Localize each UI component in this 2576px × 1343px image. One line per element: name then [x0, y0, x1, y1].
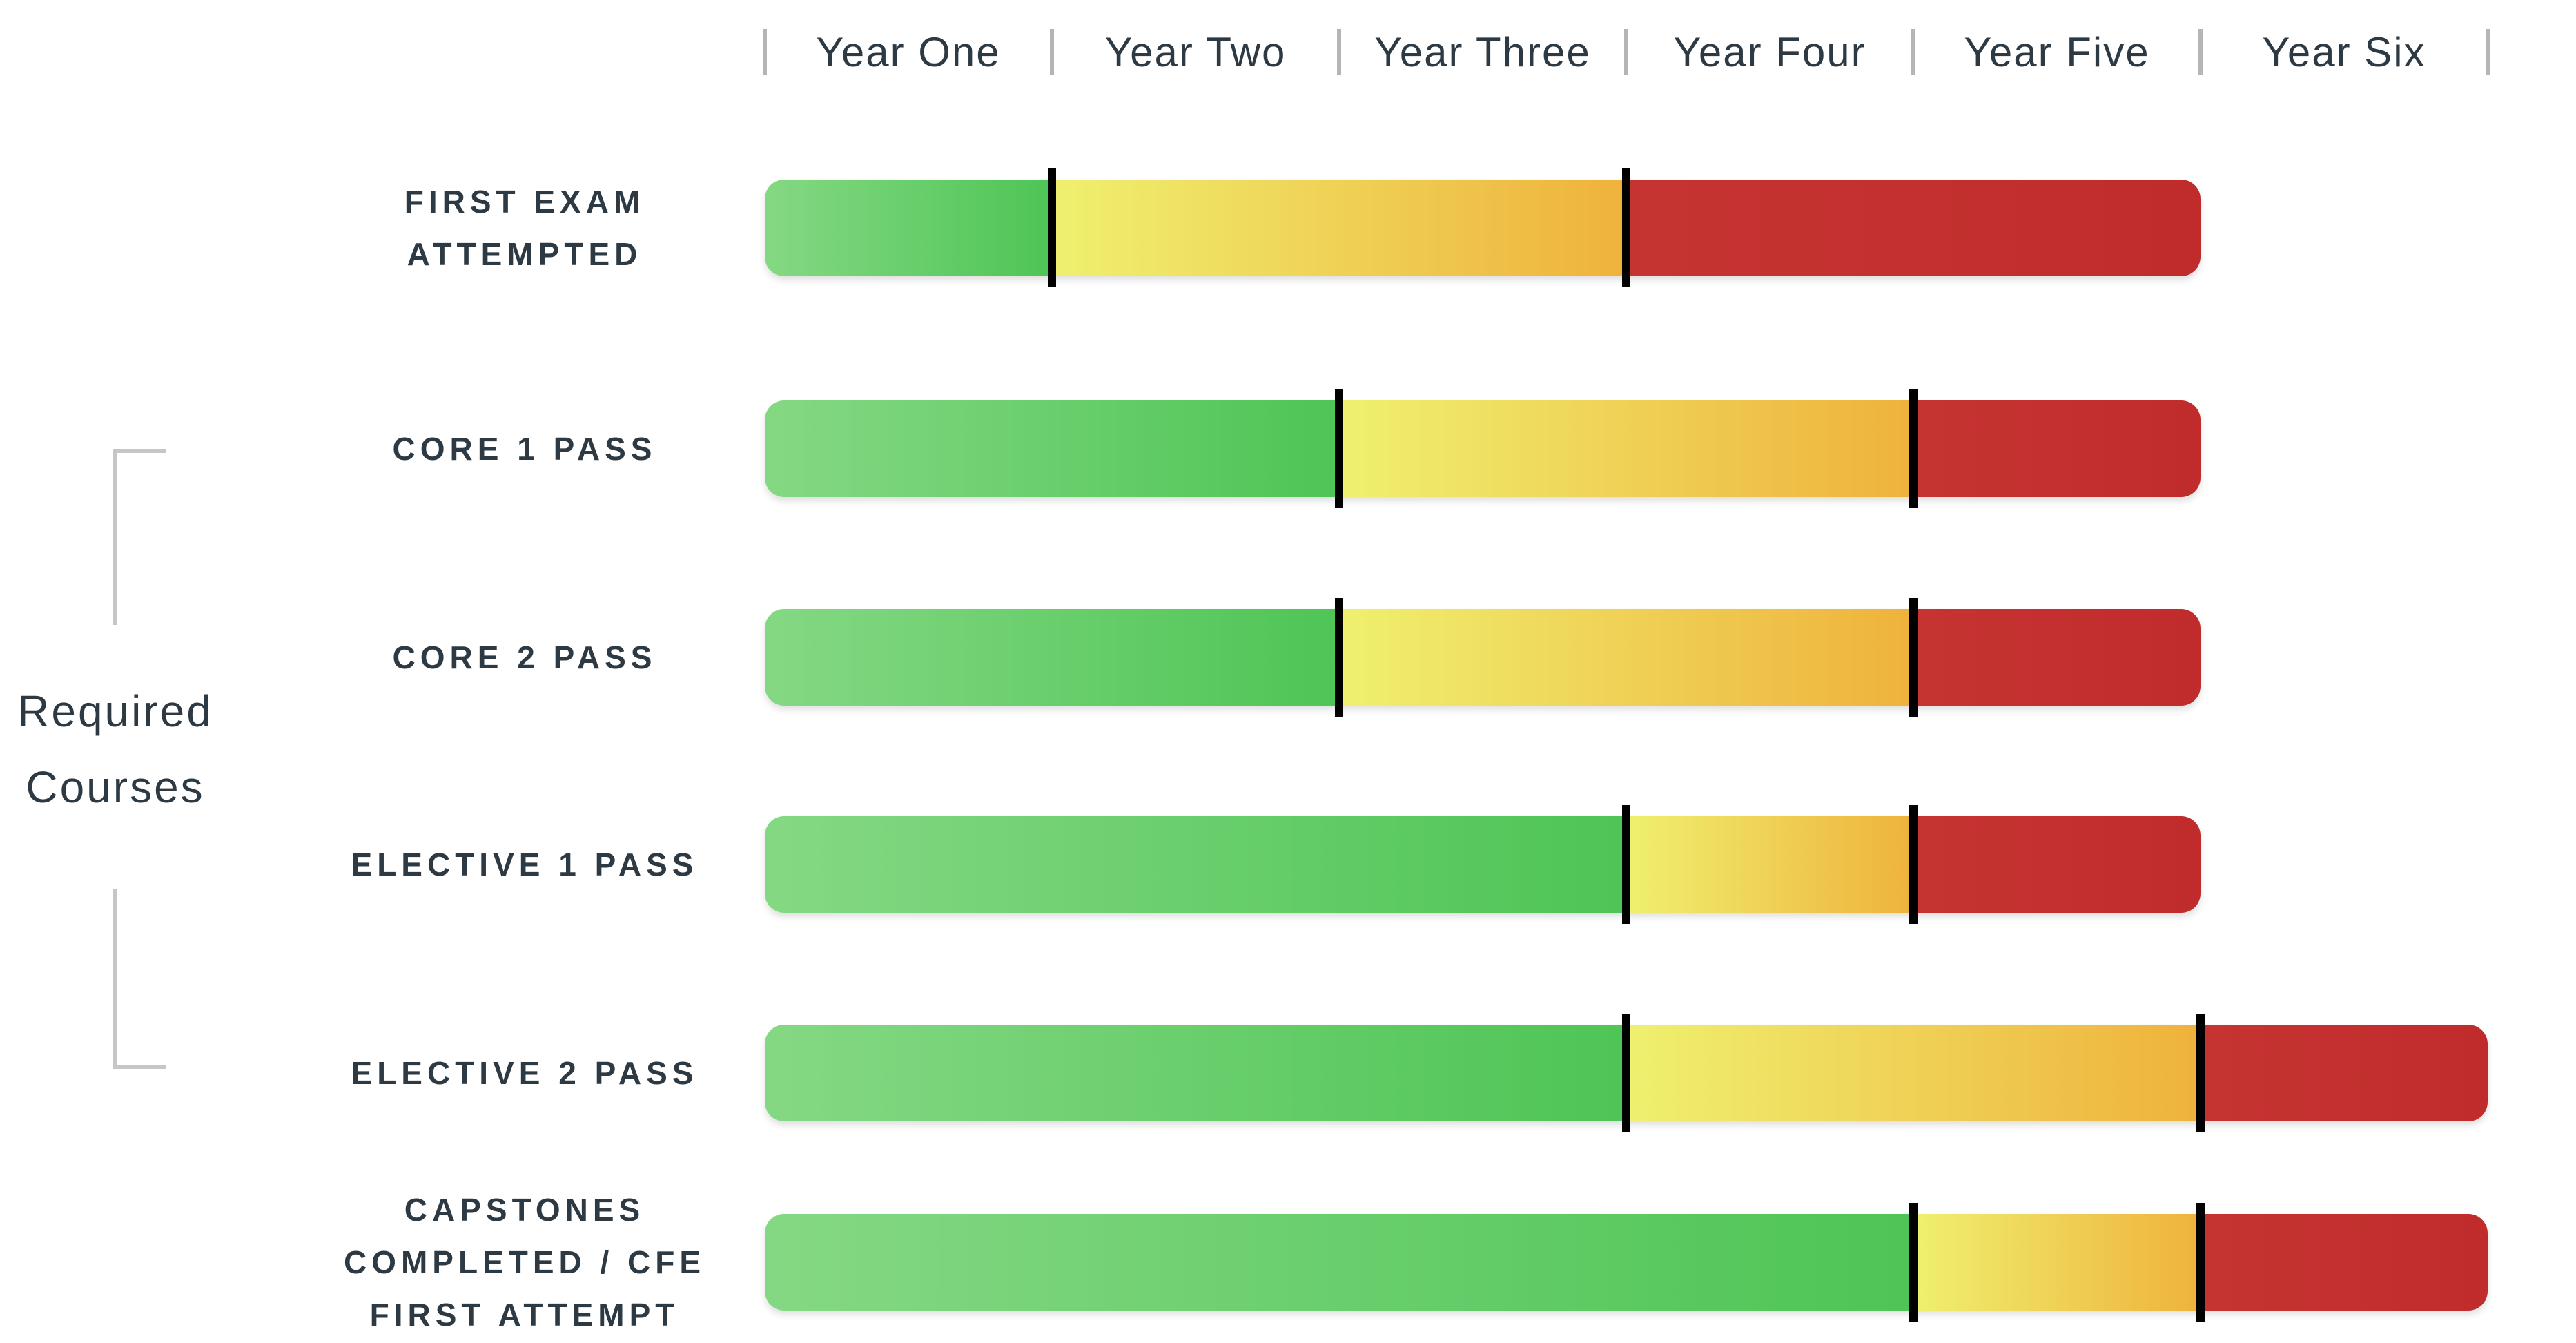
progress-bar — [765, 1214, 2488, 1311]
year-marker — [1622, 805, 1630, 924]
year-axis-divider — [763, 29, 767, 75]
year-axis-divider — [1050, 29, 1054, 75]
year-axis-label: Year One — [816, 28, 1001, 75]
year-axis-divider — [2198, 29, 2203, 75]
year-axis-label: Year Five — [1964, 28, 2150, 75]
progress-bar — [765, 400, 2201, 497]
bar-segment-red — [1913, 816, 2201, 913]
year-axis-label: Year Four — [1673, 28, 1866, 75]
bar-segment-yellow — [1052, 180, 1626, 276]
row-label-line: FIRST ATTEMPT — [369, 1297, 680, 1333]
year-marker — [1909, 805, 1918, 924]
progress-bar — [765, 816, 2201, 913]
bar-segment-red — [1913, 609, 2201, 706]
year-axis-divider — [1337, 29, 1341, 75]
row-label-line: ELECTIVE 2 PASS — [351, 1055, 699, 1091]
row-label: CORE 2 PASS — [297, 631, 752, 684]
row-label-line: CORE 2 PASS — [392, 639, 657, 675]
row-label-line: ATTEMPTED — [407, 236, 643, 272]
year-marker — [1909, 389, 1918, 508]
row-label: ELECTIVE 1 PASS — [297, 838, 752, 891]
bar-segment-red — [2201, 1025, 2488, 1121]
bracket-top-serif — [113, 449, 166, 453]
bar-segment-red — [2201, 1214, 2488, 1311]
progress-bar — [765, 180, 2201, 276]
bracket-bottom-serif — [113, 1065, 166, 1069]
year-axis-divider — [2486, 29, 2490, 75]
year-marker — [1622, 168, 1630, 287]
row-label-line: ELECTIVE 1 PASS — [351, 847, 699, 882]
row-label: FIRST EXAM ATTEMPTED — [297, 175, 752, 280]
bar-segment-yellow — [1913, 1214, 2201, 1311]
bracket-top-segment — [113, 449, 117, 625]
bracket-bottom-segment — [113, 889, 117, 1069]
year-axis-label: Year Two — [1104, 28, 1287, 75]
year-marker — [2196, 1203, 2205, 1322]
bar-segment-green — [765, 1214, 1913, 1311]
year-marker — [1909, 598, 1918, 717]
year-marker — [1335, 598, 1343, 717]
bar-segment-yellow — [1339, 400, 1913, 497]
bar-segment-green — [765, 609, 1339, 706]
year-marker — [1048, 168, 1056, 287]
bar-segment-green — [765, 816, 1626, 913]
row-label: CORE 1 PASS — [297, 423, 752, 475]
year-marker — [1622, 1014, 1630, 1132]
group-label-line: Courses — [26, 762, 205, 812]
bar-segment-green — [765, 180, 1052, 276]
row-label-line: CAPSTONES — [404, 1192, 645, 1228]
bar-segment-yellow — [1339, 609, 1913, 706]
progress-bar — [765, 1025, 2488, 1121]
row-label: ELECTIVE 2 PASS — [297, 1047, 752, 1099]
year-axis-divider — [1624, 29, 1628, 75]
bar-segment-red — [1913, 400, 2201, 497]
required-courses-label: Required Courses — [0, 673, 231, 825]
bar-segment-green — [765, 1025, 1626, 1121]
bar-segment-yellow — [1626, 1025, 2201, 1121]
row-label-line: COMPLETED / CFE — [343, 1244, 706, 1280]
year-marker — [1335, 389, 1343, 508]
row-label: CAPSTONES COMPLETED / CFE FIRST ATTEMPT — [297, 1183, 752, 1341]
group-label-line: Required — [17, 686, 213, 736]
progress-bar — [765, 609, 2201, 706]
year-axis-divider — [1911, 29, 1915, 75]
row-label-line: CORE 1 PASS — [392, 431, 657, 467]
bar-segment-green — [765, 400, 1339, 497]
year-marker — [1909, 1203, 1918, 1322]
row-label-line: FIRST EXAM — [404, 184, 645, 220]
year-marker — [2196, 1014, 2205, 1132]
bar-segment-yellow — [1626, 816, 1913, 913]
bar-segment-red — [1626, 180, 2201, 276]
year-axis-label: Year Six — [2262, 28, 2426, 75]
year-axis-label: Year Three — [1374, 28, 1591, 75]
